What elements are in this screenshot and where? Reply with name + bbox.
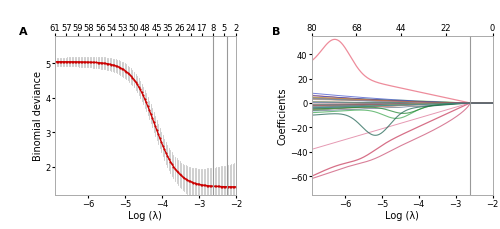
- Y-axis label: Binomial deviance: Binomial deviance: [32, 71, 42, 161]
- Text: A: A: [19, 27, 28, 37]
- Text: B: B: [272, 27, 280, 37]
- Y-axis label: Coefficients: Coefficients: [277, 87, 287, 144]
- X-axis label: Log (λ): Log (λ): [128, 210, 162, 221]
- X-axis label: Log (λ): Log (λ): [385, 210, 419, 221]
